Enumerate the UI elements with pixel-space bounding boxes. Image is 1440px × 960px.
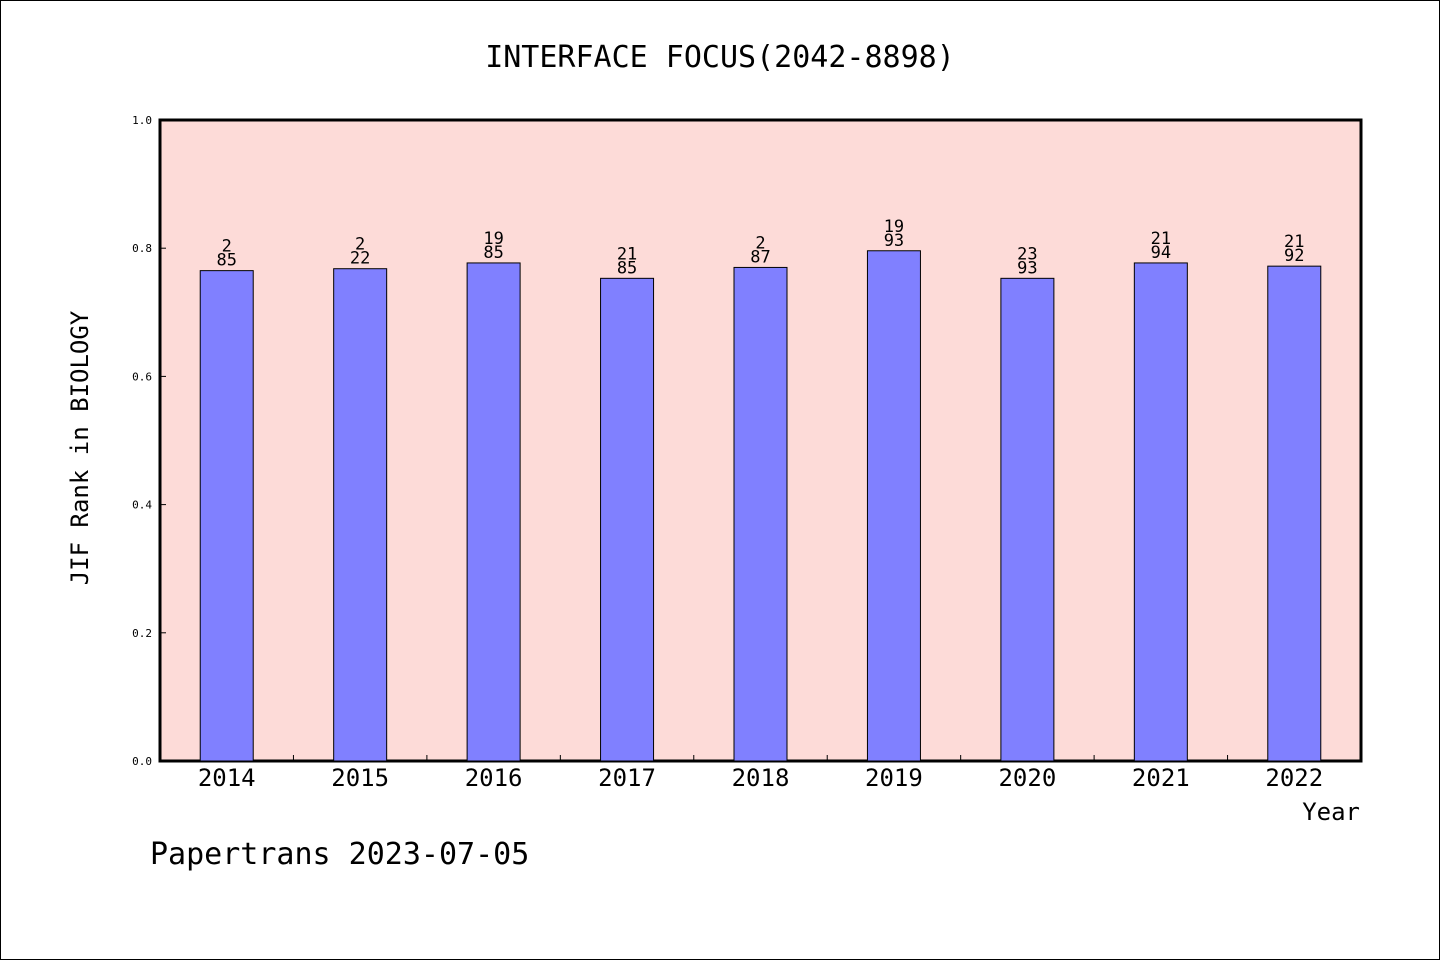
x-axis-label: Year	[1302, 798, 1360, 826]
bar-label-top: 21	[1151, 229, 1171, 249]
bar	[1267, 265, 1322, 762]
bar-label-top: 23	[1017, 244, 1037, 264]
bar-label-bottom: 22	[350, 249, 370, 269]
x-tick-label: 2021	[1132, 764, 1190, 792]
bar-label-bottom: 85	[216, 251, 236, 271]
bar-series	[199, 250, 1322, 762]
bar-label-bottom: 93	[1017, 258, 1037, 278]
chart-title: INTERFACE FOCUS(2042-8898)	[485, 40, 955, 75]
x-tick-label: 2014	[198, 764, 256, 792]
bar-label-bottom: 92	[1284, 246, 1304, 266]
bar-label-top: 21	[617, 244, 637, 264]
x-tick-labels: 2014 2015 2016 2017 2018 2019 2020 2021 2022	[198, 764, 1323, 792]
bar	[333, 268, 388, 762]
bar-label-top: 2	[355, 235, 365, 255]
bar-label-top: 21	[1284, 232, 1304, 252]
y-axis: 0.0 0.2 0.4 0.6 0.8 1.0	[132, 114, 166, 768]
bar	[466, 262, 521, 762]
bar-label-top: 2	[755, 233, 765, 253]
bar-label-bottom: 85	[483, 243, 503, 263]
x-tick-label: 2016	[465, 764, 523, 792]
bar	[1000, 277, 1055, 762]
x-tick-label: 2020	[998, 764, 1056, 792]
bar	[866, 250, 921, 762]
x-tick-label: 2018	[732, 764, 790, 792]
bar	[733, 266, 788, 762]
y-tick-label: 0.8	[132, 242, 152, 255]
footer-credit: Papertrans 2023-07-05	[150, 837, 529, 872]
bar-label-bottom: 93	[884, 231, 904, 251]
bar-label-bottom: 87	[750, 247, 770, 267]
x-tick-label: 2019	[865, 764, 923, 792]
bar-label-bottom: 94	[1151, 243, 1171, 263]
bar	[199, 270, 254, 762]
y-tick-label: 0.0	[132, 755, 152, 768]
bar-label-bottom: 85	[617, 258, 637, 278]
bar-label-top: 19	[483, 229, 503, 249]
x-axis	[292, 755, 1229, 761]
y-axis-label: JIF Rank in BIOLOGY	[66, 310, 94, 585]
x-tick-label: 2022	[1265, 764, 1323, 792]
x-tick-label: 2017	[598, 764, 656, 792]
bar	[1133, 262, 1188, 762]
y-tick-label: 0.4	[132, 499, 152, 512]
bar	[600, 277, 655, 762]
bar-label-top: 2	[222, 237, 232, 257]
x-tick-label: 2015	[331, 764, 389, 792]
y-tick-label: 0.2	[132, 627, 152, 640]
bar-label-top: 19	[884, 217, 904, 237]
y-tick-label: 0.6	[132, 370, 152, 383]
y-tick-label: 1.0	[132, 114, 152, 127]
